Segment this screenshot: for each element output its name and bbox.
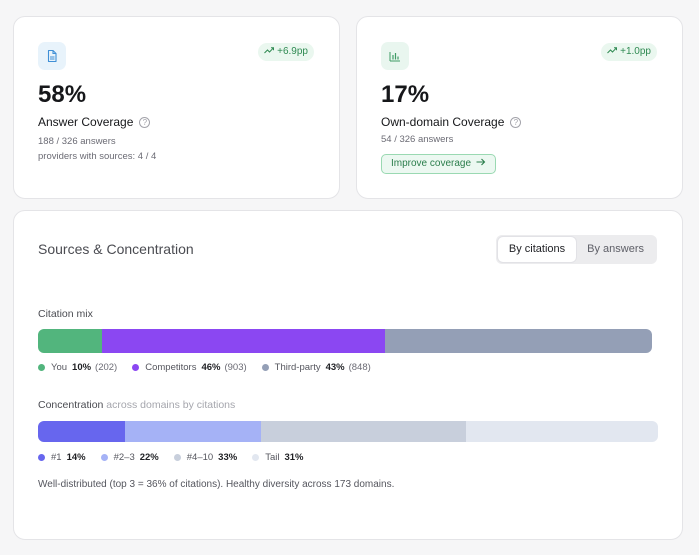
legend-name: You [51, 362, 68, 373]
legend-count: (903) [224, 362, 247, 373]
concentration-segment-4-10 [261, 421, 466, 442]
metric-title-label: Own-domain Coverage [381, 115, 505, 129]
legend-dot-icon [173, 454, 181, 461]
arrow-right-icon [476, 155, 486, 173]
concentration-bar [38, 421, 658, 442]
legend-name: Competitors [145, 362, 197, 373]
improve-coverage-label: Improve coverage [391, 158, 472, 169]
legend-count: (202) [95, 362, 118, 373]
citation-mix-segment-competitors [101, 329, 386, 353]
delta-value: +6.9pp [277, 46, 308, 57]
own-domain-coverage-title: Own-domain Coverage ? [381, 115, 522, 129]
concentration-label-main: Concentration [38, 399, 104, 411]
document-icon [38, 42, 66, 70]
toggle-by-answers[interactable]: By answers [587, 243, 644, 255]
metric-title-label: Answer Coverage [38, 115, 134, 129]
legend-percent: 46% [201, 362, 221, 373]
legend-dot-icon [132, 364, 140, 371]
delta-value: +1.0pp [620, 46, 651, 57]
legend-dot-icon [38, 454, 45, 461]
concentration-label-suffix: across domains by citations [106, 399, 236, 411]
view-toggle: By citations By answers [495, 235, 657, 264]
section-title: Sources & Concentration [38, 241, 194, 257]
legend-name: #4–10 [186, 452, 214, 463]
concentration-segment-1 [38, 421, 125, 442]
citation-mix-label: Citation mix [38, 308, 93, 320]
concentration-legend-item-4-10: #4–10 33% [173, 452, 238, 463]
legend-count: (848) [348, 362, 371, 373]
concentration-label: Concentration across domains by citation… [38, 399, 235, 411]
citation-mix-bar [38, 329, 652, 353]
legend-dot-icon [100, 454, 108, 461]
trend-up-icon [607, 43, 618, 61]
citation-mix-segment-third-party [385, 329, 652, 353]
legend-name: Tail [265, 452, 280, 463]
providers-count: providers with sources: 4 / 4 [38, 151, 157, 162]
legend-percent: 33% [218, 452, 238, 463]
trend-up-icon [264, 43, 275, 61]
answer-coverage-delta-badge: +6.9pp [258, 43, 314, 61]
legend-name: #2–3 [113, 452, 135, 463]
own-domain-coverage-value: 17% [381, 81, 430, 108]
help-icon[interactable]: ? [510, 116, 522, 128]
own-domain-delta-badge: +1.0pp [601, 43, 657, 61]
legend-percent: 10% [72, 362, 92, 373]
concentration-legend-item-2-3: #2–3 22% [100, 452, 159, 463]
help-icon[interactable]: ? [139, 116, 151, 128]
citation-mix-legend-item-you: You 10% (202) [38, 362, 117, 373]
answers-count: 188 / 326 answers [38, 136, 116, 147]
answers-count: 54 / 326 answers [381, 134, 454, 145]
answer-coverage-value: 58% [38, 81, 87, 108]
sources-concentration-card: Sources & Concentration By citations By … [13, 210, 683, 540]
legend-percent: 22% [139, 452, 159, 463]
legend-name: Third-party [274, 362, 321, 373]
concentration-note: Well-distributed (top 3 = 36% of citatio… [38, 479, 395, 490]
concentration-legend-item-1: #1 14% [38, 452, 86, 463]
concentration-segment-tail [465, 421, 658, 442]
legend-percent: 31% [284, 452, 304, 463]
legend-dot-icon [261, 364, 269, 371]
answer-coverage-card: +6.9pp 58% Answer Coverage ? 188 / 326 a… [13, 16, 340, 199]
own-domain-coverage-card: +1.0pp 17% Own-domain Coverage ? 54 / 32… [356, 16, 683, 199]
citation-mix-legend-item-competitors: Competitors 46% (903) [132, 362, 247, 373]
legend-percent: 43% [325, 362, 345, 373]
legend-dot-icon [38, 364, 45, 371]
citation-mix-legend-item-third-party: Third-party 43% (848) [261, 362, 371, 373]
concentration-segment-2-3 [124, 421, 262, 442]
concentration-legend: #1 14% #2–3 22% #4–10 33% Tail 31% [38, 452, 318, 463]
legend-dot-icon [252, 454, 260, 461]
concentration-legend-item-tail: Tail 31% [252, 452, 303, 463]
improve-coverage-button[interactable]: Improve coverage [381, 154, 497, 174]
answer-coverage-title: Answer Coverage ? [38, 115, 151, 129]
toggle-by-citations[interactable]: By citations [497, 237, 577, 262]
citation-mix-segment-you [38, 329, 102, 353]
bar-chart-icon [381, 42, 409, 70]
legend-percent: 14% [66, 452, 86, 463]
citation-mix-legend: You 10% (202) Competitors 46% (903) Third-part… [38, 362, 386, 373]
legend-name: #1 [51, 452, 62, 463]
